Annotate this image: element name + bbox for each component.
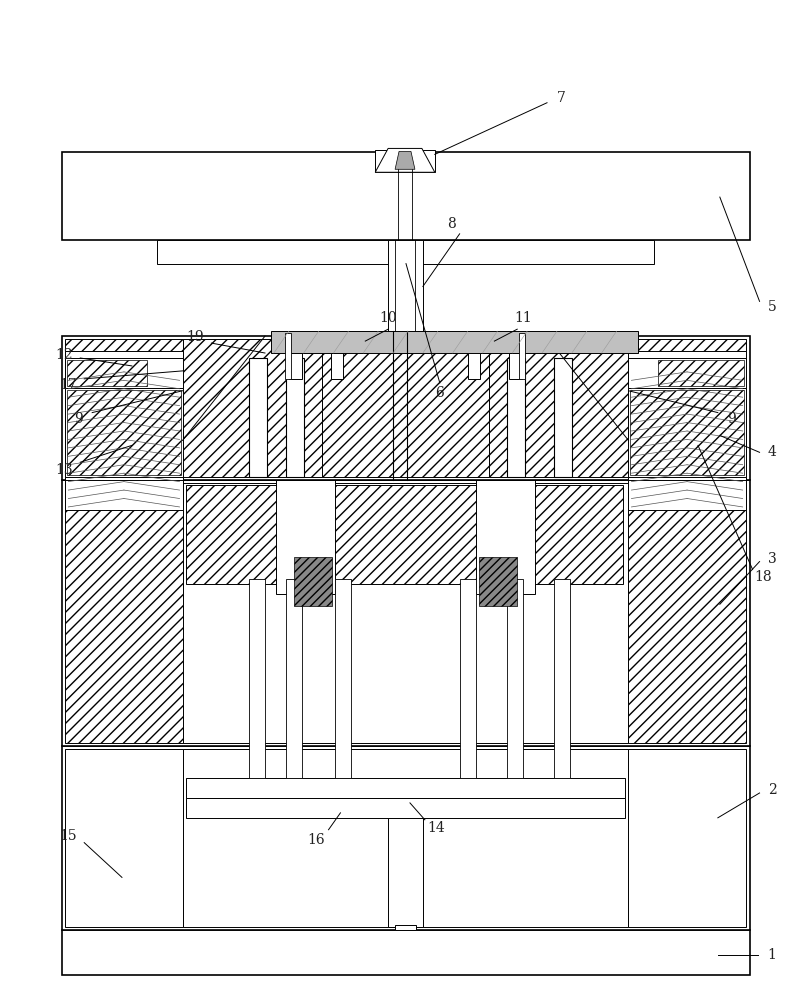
Bar [66,339,182,477]
Text: 10: 10 [380,311,397,325]
Bar [630,390,744,475]
Bar [509,353,522,379]
Bar [375,150,435,172]
Bar [629,388,745,477]
Bar [629,483,745,743]
Bar [519,333,526,379]
Bar [554,579,570,778]
Bar [285,358,303,477]
Polygon shape [375,148,435,172]
Bar [66,358,182,388]
Text: 12: 12 [55,348,73,362]
Bar [67,390,181,475]
Bar [475,480,535,594]
Bar [331,353,343,379]
Bar [659,360,744,386]
Bar [508,579,523,778]
Text: 9: 9 [74,412,83,426]
Bar [62,930,749,975]
Bar [629,339,745,477]
Text: 2: 2 [768,783,777,797]
Bar [182,749,629,927]
Bar [629,358,745,388]
Bar [62,336,749,480]
Bar [388,818,423,927]
Bar [66,483,182,743]
Bar [249,358,267,477]
Bar [62,152,749,240]
Text: 13: 13 [55,463,73,477]
Bar [276,480,336,594]
Text: 6: 6 [436,386,444,400]
Bar [66,749,182,927]
Bar [285,333,291,379]
Bar [66,351,182,510]
Bar [322,339,489,477]
Bar [460,579,475,778]
Bar [629,749,745,927]
Text: 15: 15 [59,829,77,843]
Text: 7: 7 [556,91,565,105]
Bar [186,798,625,818]
Bar [554,358,572,477]
Bar [285,579,302,778]
Bar [310,485,500,584]
Bar [289,353,302,379]
Bar [62,746,749,930]
Bar [186,778,625,798]
Bar [66,388,182,477]
Bar [157,240,654,264]
Text: 9: 9 [727,412,736,426]
Bar [182,339,322,477]
Bar [294,557,332,606]
Text: 14: 14 [427,821,444,835]
Text: 19: 19 [187,330,204,344]
Bar [336,579,351,778]
Text: 3: 3 [768,552,777,566]
Bar [629,351,745,510]
Polygon shape [395,151,415,169]
Text: 16: 16 [308,833,325,847]
Bar [500,485,624,584]
Bar [468,353,480,379]
Bar [479,557,517,606]
Bar [395,925,416,930]
Bar [67,360,147,386]
Text: 17: 17 [59,378,77,392]
Text: 8: 8 [448,217,456,231]
Text: 5: 5 [768,300,777,314]
Bar [186,485,310,584]
Text: 4: 4 [768,445,777,459]
Bar [388,240,423,331]
Bar [489,339,629,477]
Text: 18: 18 [755,570,772,584]
Text: 1: 1 [767,948,776,962]
Bar [249,579,265,778]
Bar [271,331,638,353]
Bar [62,480,749,746]
Bar [182,483,629,743]
Bar [508,358,526,477]
Text: 11: 11 [514,311,532,325]
